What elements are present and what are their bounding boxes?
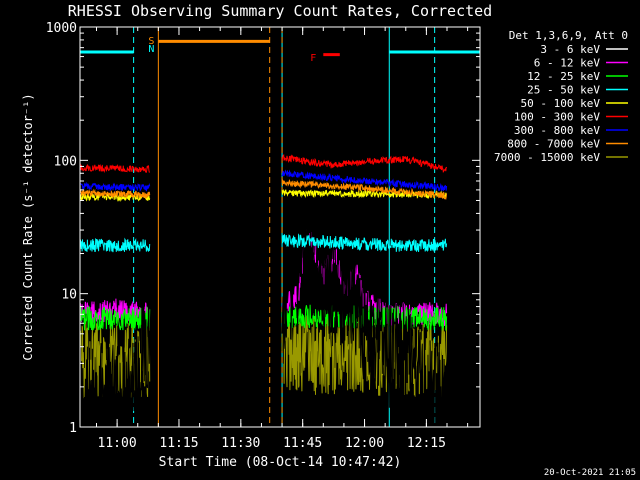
y-tick-label: 1 [69,421,77,436]
series-100-300-kev [80,153,448,174]
x-tick-label: 11:45 [283,436,322,451]
legend-label: 300 - 800 keV [514,124,600,137]
x-tick-label: 11:30 [221,436,260,451]
series-800-7000-kev [80,178,448,201]
x-tick-label: 12:00 [345,436,384,451]
series-trace [80,288,151,427]
footer-timestamp: 20-Oct-2021 21:05 [544,468,636,478]
plot-frame [79,26,481,428]
legend-label: 3 - 6 keV [540,43,600,56]
x-tick-label: 11:00 [98,436,137,451]
legend-label: 50 - 100 keV [521,97,601,110]
plot-area: SN F [80,27,480,427]
series-trace [80,305,151,332]
series-trace [281,169,448,192]
x-tick-label: 11:15 [159,436,198,451]
legend-label: 100 - 300 keV [514,111,600,124]
y-tick-label: 1000 [46,21,77,36]
x-tick-label: 12:15 [407,436,446,451]
y-axis-label: Corrected Count Rate (s⁻¹ detector⁻¹) [21,93,35,360]
series-25-50-kev [80,233,448,253]
series-trace [281,233,448,253]
series-trace [80,188,151,200]
state-label-S: S [148,36,154,47]
x-axis-label: Start Time (08-Oct-14 10:47:42) [159,455,402,470]
legend-label: 6 - 12 keV [534,57,601,70]
series-trace [80,298,150,325]
axes: 1 10 100 1000 11:00 11:15 11:30 11:45 12:00 12:15 [46,21,480,451]
legend-label: 12 - 25 keV [527,70,600,83]
legend-label: 800 - 7000 keV [507,138,600,151]
legend-title: Det 1,3,6,9, Att 0 [509,29,628,42]
series-trace [80,181,151,192]
series-300-800-kev [80,169,448,192]
legend-label: 7000 - 15000 keV [494,151,600,164]
series-3-6-kev [80,197,448,427]
state-label-F: F [310,53,316,64]
y-tick-label: 100 [54,154,77,169]
series-trace [281,197,448,427]
state-label-N: N [148,44,154,55]
series-trace [80,237,151,253]
legend-label: 25 - 50 keV [527,84,600,97]
chart-title: RHESSI Observing Summary Count Rates, Co… [68,2,492,20]
series-trace [281,153,448,174]
series-trace [281,178,448,201]
y-tick-label: 10 [61,288,77,303]
plot-content: SN F [80,27,480,427]
series-trace [80,163,150,174]
